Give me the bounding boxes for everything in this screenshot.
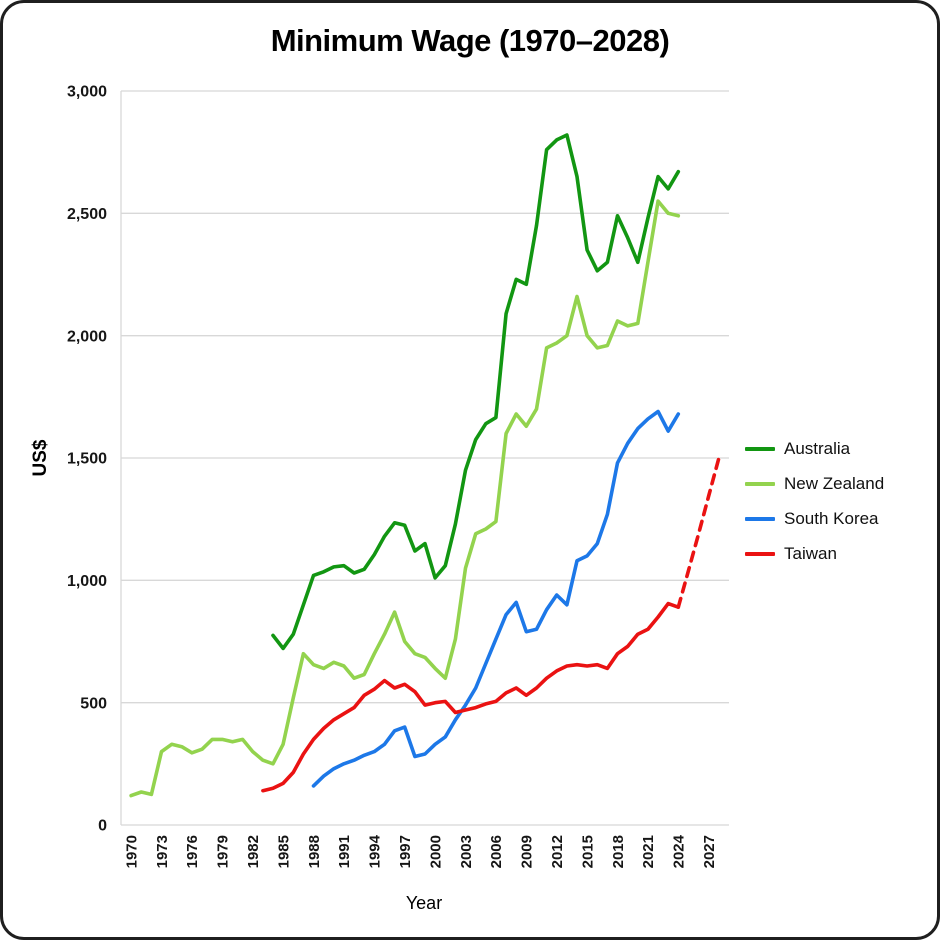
legend-label: South Korea [784,509,879,528]
x-tick: 2021 [640,835,657,868]
legend: Australia New Zealand South Korea Taiwan [745,439,884,564]
y-tick-label: 3,000 [67,84,107,101]
chart-svg: 0 500 1,000 1,500 2,000 2,500 3,000 1970 1973 197… [67,84,729,868]
x-tick-label: 1994 [367,834,384,868]
x-tick: 2003 [458,835,475,868]
x-tick: 1997 [397,835,414,868]
legend-item: New Zealand [745,474,884,494]
x-tick: 2015 [579,835,596,868]
x-tick-label: 1976 [184,835,201,868]
x-tick-label: 1997 [397,835,414,868]
series-line-taiwan [261,601,681,793]
legend-label: New Zealand [784,474,885,493]
legend-item: Taiwan [745,544,884,564]
legend-swatch [745,517,775,521]
series-line-south-korea [311,409,681,788]
x-tick-label: 1988 [306,835,323,868]
x-tick-label: 2003 [458,835,475,868]
x-tick: 2024 [671,834,688,868]
x-tick-label: 2009 [519,835,536,868]
legend-item: South Korea [745,509,884,529]
x-tick-label: 2021 [640,835,657,868]
series-line-new-zealand [129,199,681,798]
y-tick-label: 2,000 [67,328,107,345]
x-tick-label: 2000 [427,835,444,868]
chart-title: Minimum Wage (1970–2028) [270,23,670,58]
x-tick: 2012 [549,835,566,868]
x-tick-label: 2006 [488,835,505,868]
x-tick: 1970 [123,835,140,868]
x-tick-label: 2018 [610,835,627,868]
y-tick-label: 0 [98,818,107,835]
y-tick-label: 500 [80,695,107,712]
x-tick: 2027 [701,835,718,868]
y-tick-label: 2,500 [67,206,107,223]
x-tick: 1991 [336,835,353,868]
x-tick: 2006 [488,835,505,868]
legend-swatch [745,447,775,451]
series-line-taiwan-projected [676,456,721,610]
x-tick-label: 1985 [275,835,292,868]
legend-label: Taiwan [784,544,837,563]
x-tick: 1976 [184,835,201,868]
x-tick-label: 2027 [701,835,718,868]
x-tick-label: 1979 [215,835,232,868]
series-line-australia [271,133,681,651]
x-tick: 1994 [367,834,384,868]
x-tick: 1973 [154,835,171,868]
x-tick-label: 2012 [549,835,566,868]
legend-swatch [745,552,775,556]
x-tick-label: 1982 [245,835,262,868]
legend-label: Australia [784,439,851,458]
x-tick: 1982 [245,835,262,868]
x-tick-label: 2015 [579,835,596,868]
x-tick: 1985 [275,835,292,868]
x-tick-label: 2024 [671,834,688,868]
x-tick: 1979 [215,835,232,868]
x-tick: 2000 [427,835,444,868]
x-tick-label: 1991 [336,835,353,868]
legend-item: Australia [745,439,884,459]
x-tick-label: 1973 [154,835,171,868]
x-tick: 2009 [519,835,536,868]
x-axis-label: Year [405,893,443,913]
y-tick-label: 1,000 [67,573,107,590]
legend-swatch [745,482,775,486]
x-tick-label: 1970 [123,835,140,868]
x-tick: 1988 [306,835,323,868]
x-tick: 2018 [610,835,627,868]
y-tick-label: 1,500 [67,451,107,468]
